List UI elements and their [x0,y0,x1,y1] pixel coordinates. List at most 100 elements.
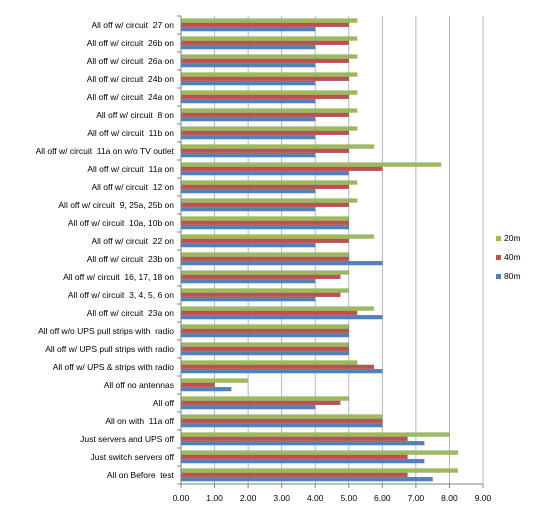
bar-80m [180,117,316,122]
category-label: Just servers and UPS off [80,434,174,444]
legend-label-40m: 40m [504,252,521,262]
bar-20m [180,234,375,239]
bar-20m [180,396,349,401]
bar-40m [180,238,349,244]
bar-80m [180,224,349,230]
bar-20m [180,180,358,185]
bar-40m [180,382,215,388]
category-label: All off w/ circuit 11a on [87,164,174,174]
bar-40m [180,166,383,172]
category-label: All off w/ circuit 26b on [87,38,175,48]
bar-20m [180,54,358,59]
bar-80m [180,45,316,50]
bar-80m [180,332,349,338]
legend-swatch-20m [496,236,501,241]
bar-40m [180,274,341,280]
bar-20m [180,162,442,167]
category-label: All on Before test [107,470,175,480]
bar-20m [180,72,358,77]
x-tick-label: 6.00 [374,493,391,503]
tick-labels: 0.00 1.00 2.00 3.00 4.00 5.00 6.00 7.00 8.00 9.00 [173,493,492,503]
bar-40m [180,112,349,117]
bars [180,18,458,482]
bar-20m [180,198,358,203]
bar-20m [180,288,349,293]
bar-40m [180,436,408,442]
bar-80m [180,350,349,356]
bar-80m [180,152,316,158]
category-label: All off w/ circuit 12 on [91,182,174,192]
bar-40m [180,22,349,28]
bar-80m [180,368,383,374]
bar-20m [180,90,358,95]
x-tick-label: 4.00 [307,493,324,503]
category-label: All off w/ circuit 8 on [96,110,174,120]
bar-20m [180,144,375,149]
category-label: All off w/ UPS & strips with radio [53,362,175,372]
category-label: All off no antennas [104,380,174,390]
bar-40m [180,76,349,81]
bar-80m [180,242,316,248]
legend-swatch-80m [496,274,501,279]
bar-20m [180,468,458,473]
bar-40m [180,40,349,45]
bar-80m [180,63,316,68]
bar-20m [180,342,349,347]
category-label: All off w/ circuit 27 on [91,20,174,30]
bar-40m [180,220,349,226]
category-label: All off w/ circuit 24b on [87,74,175,84]
bar-20m [180,360,358,365]
bar-80m [180,314,383,320]
bar-20m [180,450,458,455]
bar-40m [180,364,375,370]
bar-20m [180,324,349,329]
bar-80m [180,296,316,302]
bar-40m [180,472,408,478]
bar-20m [180,36,358,41]
legend: 20m 40m 80m [496,233,521,281]
bar-80m [180,440,425,446]
category-label: Just switch servers off [91,452,175,462]
category-label: All off w/ circuit 26a on [87,56,175,66]
x-tick-label: 8.00 [441,493,458,503]
bar-80m [180,404,316,410]
bar-20m [180,126,358,131]
category-label: All off w/ circuit 3, 4, 5, 6 on [68,290,174,300]
category-label: All off [153,398,175,408]
bar-20m [180,18,358,23]
bar-80m [180,188,316,194]
legend-label-20m: 20m [504,233,521,243]
bar-40m [180,400,341,406]
legend-swatch-40m [496,255,501,260]
category-label: All off w/ circuit 9, 25a, 25b on [58,200,174,210]
category-label: All off w/ circuit 11a on w/o TV outlet [36,146,175,156]
bar-80m [180,170,349,176]
bar-20m [180,252,349,257]
bar-20m [180,216,349,221]
bar-20m [180,108,358,113]
bar-40m [180,58,349,63]
bar-40m [180,130,349,136]
bar-80m [180,26,316,32]
bar-40m [180,184,349,190]
bar-20m [180,414,383,419]
x-tick-label: 2.00 [240,493,257,503]
category-label: All off w/ circuit 11b on [87,128,174,138]
category-label: All off w/ circuit 23a on [87,308,175,318]
bar-80m [180,386,232,392]
bar-40m [180,292,341,298]
category-label: All off w/ circuit 23b on [87,254,175,264]
bar-40m [180,202,349,208]
x-tick-label: 9.00 [475,493,492,503]
gridlines [180,16,484,484]
bar-80m [180,99,316,104]
bar-20m [180,378,249,383]
bar-40m [180,454,408,460]
bar-40m [180,148,349,154]
x-tick-label: 0.00 [173,493,190,503]
bar-40m [180,346,349,352]
bar-20m [180,270,349,275]
legend-label-80m: 80m [504,271,521,281]
category-labels: All off w/ circuit 27 on All off w/ circu… [36,20,175,480]
